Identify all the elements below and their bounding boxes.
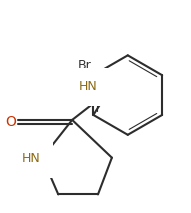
Text: O: O <box>6 115 17 129</box>
Text: HN: HN <box>79 80 97 93</box>
Text: HN: HN <box>22 152 40 165</box>
Text: Br: Br <box>78 59 91 72</box>
